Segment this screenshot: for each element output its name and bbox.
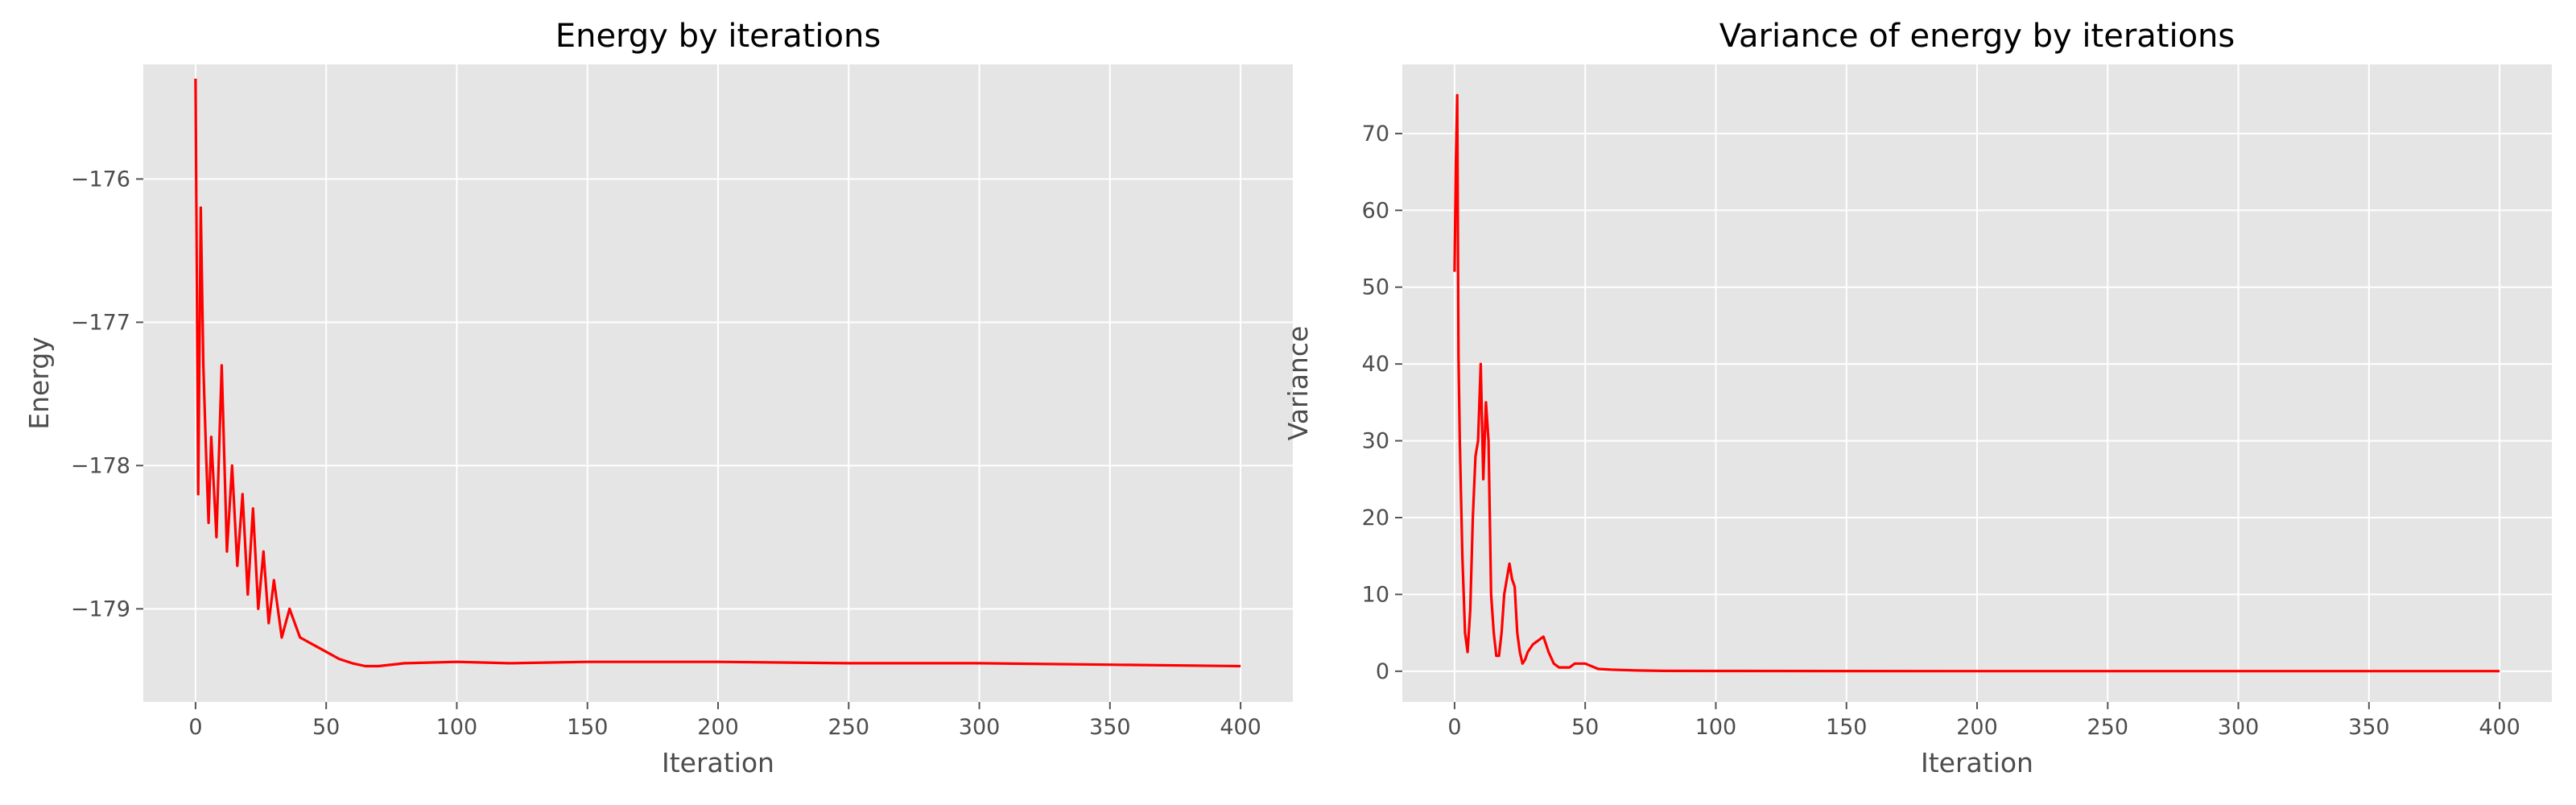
energy-x-tick-label: 300 [959,715,1001,740]
variance-x-tick-label: 100 [1695,715,1737,740]
variance-chart-panel: 0 50 100 150 200 250 300 350 400 0 10 20 30 40 50 60 70 V… [1282,18,2552,778]
energy-series-line [194,78,1241,668]
energy-x-tick-label: 100 [436,715,478,740]
variance-y-tick-label: 40 [1362,352,1389,377]
energy-x-tick-label: 350 [1089,715,1131,740]
variance-y-tick-label: 10 [1362,582,1389,607]
variance-x-tick-label: 250 [2087,715,2128,740]
energy-y-tick-label: −179 [71,597,130,621]
variance-y-tick-label: 70 [1362,122,1389,147]
energy-y-tick-label: −176 [71,167,130,192]
variance-y-tick-label: 60 [1362,198,1389,223]
variance-chart-y-axis-label: Variance [1282,326,1314,441]
variance-y-tick-label: 50 [1362,275,1389,300]
variance-chart-x-axis-label: Iteration [1921,747,2033,778]
variance-x-tick-label: 350 [2348,715,2390,740]
variance-x-tick-label: 150 [1826,715,1868,740]
variance-x-tick-label: 400 [2479,715,2520,740]
energy-x-tick-label: 150 [567,715,609,740]
energy-x-tick-label: 200 [697,715,739,740]
energy-y-tick-label: −177 [71,310,130,335]
energy-y-tick-label: −178 [71,453,130,478]
variance-series-line [1453,93,2500,673]
energy-x-tick-label: 50 [312,715,340,740]
energy-chart-panel: 0 50 100 150 200 250 300 350 400 −176 −177 −178 −179… [23,18,1293,778]
variance-chart-title: Variance of energy by iterations [1719,18,2235,55]
energy-x-tick-label: 0 [188,715,202,740]
variance-x-tick-label: 50 [1571,715,1599,740]
variance-y-tick-label: 20 [1362,506,1389,530]
variance-y-tick-label: 30 [1362,429,1389,454]
variance-y-tick-label: 0 [1376,659,1389,684]
energy-x-tick-label: 400 [1220,715,1261,740]
variance-x-tick-label: 200 [1956,715,1998,740]
energy-x-tick-label: 250 [828,715,869,740]
variance-x-tick-label: 0 [1447,715,1461,740]
variance-x-tick-label: 300 [2218,715,2260,740]
energy-chart-y-axis-label: Energy [23,336,55,430]
energy-chart-title: Energy by iterations [555,18,881,55]
energy-chart-x-axis-label: Iteration [662,747,774,778]
